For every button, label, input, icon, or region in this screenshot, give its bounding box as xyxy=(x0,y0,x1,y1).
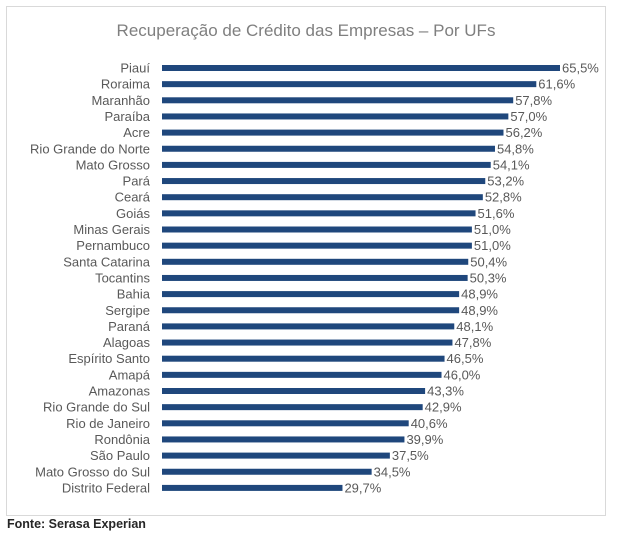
category-label: Acre xyxy=(123,125,150,140)
bar xyxy=(162,242,472,249)
bar xyxy=(162,436,405,443)
category-label: Pará xyxy=(123,174,151,189)
category-label: Roraima xyxy=(101,77,151,92)
bar xyxy=(162,339,453,346)
value-label: 43,3% xyxy=(427,384,464,399)
bar xyxy=(162,210,476,217)
bar xyxy=(162,145,495,152)
category-label: Amazonas xyxy=(89,384,151,399)
category-label: Mato Grosso xyxy=(76,157,150,172)
bar xyxy=(162,178,486,185)
value-label: 50,3% xyxy=(470,270,507,285)
bar xyxy=(162,388,426,394)
category-label: Rio Grande do Norte xyxy=(30,141,150,156)
value-label: 48,1% xyxy=(456,319,493,334)
bar-chart: Piauí 65,5% Roraima 61,6% Maranhão 57,8% Paraí… xyxy=(30,61,599,496)
category-label: Tocantins xyxy=(95,270,150,285)
bar xyxy=(162,194,483,201)
value-label: 29,7% xyxy=(344,480,381,495)
value-label: 61,6% xyxy=(538,77,575,92)
value-label: 50,4% xyxy=(470,254,507,269)
bar xyxy=(162,129,504,136)
bar xyxy=(162,81,537,88)
bar xyxy=(162,226,472,233)
bar xyxy=(162,161,491,168)
bar xyxy=(162,452,390,459)
bar xyxy=(162,468,372,475)
category-label: Maranhão xyxy=(91,93,150,108)
value-label: 51,0% xyxy=(474,238,511,253)
value-label: 34,5% xyxy=(374,464,411,479)
category-label: Minas Gerais xyxy=(73,222,150,237)
category-label: Distrito Federal xyxy=(62,480,150,495)
value-label: 57,0% xyxy=(510,109,547,124)
category-label: Mato Grosso do Sul xyxy=(35,464,150,479)
value-label: 51,6% xyxy=(478,206,515,221)
value-label: 53,2% xyxy=(487,174,524,189)
bar xyxy=(162,371,442,378)
source-note: Fonte: Serasa Experian xyxy=(7,517,146,531)
bar xyxy=(162,307,460,314)
bar xyxy=(162,420,409,427)
bar xyxy=(162,65,560,71)
value-label: 47,8% xyxy=(454,335,491,350)
value-label: 42,9% xyxy=(425,400,462,415)
bar xyxy=(162,274,468,281)
category-label: Pernambuco xyxy=(76,238,150,253)
value-label: 54,8% xyxy=(497,141,534,156)
value-label: 57,8% xyxy=(515,93,552,108)
value-label: 37,5% xyxy=(392,448,429,463)
value-label: 52,8% xyxy=(485,190,522,205)
bar xyxy=(162,97,514,104)
category-label: Bahia xyxy=(117,287,151,302)
value-label: 39,9% xyxy=(406,432,443,447)
category-label: Piauí xyxy=(120,61,150,76)
bar xyxy=(162,355,445,362)
value-label: 56,2% xyxy=(505,125,542,140)
category-label: Santa Catarina xyxy=(63,254,150,269)
value-label: 51,0% xyxy=(474,222,511,237)
bar xyxy=(162,258,469,265)
category-label: Rio Grande do Sul xyxy=(43,400,150,415)
category-label: Espírito Santo xyxy=(68,351,150,366)
chart-frame: Recuperação de Crédito das Empresas – Po… xyxy=(6,6,606,516)
category-label: Paraíba xyxy=(104,109,150,124)
category-label: Amapá xyxy=(109,367,151,382)
category-label: Ceará xyxy=(115,190,151,205)
value-label: 40,6% xyxy=(411,416,448,431)
value-label: 65,5% xyxy=(562,61,599,76)
value-label: 48,9% xyxy=(461,303,498,318)
category-label: São Paulo xyxy=(90,448,150,463)
category-label: Sergipe xyxy=(105,303,150,318)
category-label: Rondônia xyxy=(94,432,150,447)
chart-title: Recuperação de Crédito das Empresas – Po… xyxy=(116,21,496,40)
value-label: 54,1% xyxy=(493,157,530,172)
value-label: 48,9% xyxy=(461,287,498,302)
category-label: Alagoas xyxy=(103,335,150,350)
bar xyxy=(162,323,455,330)
category-label: Goiás xyxy=(116,206,150,221)
category-label: Rio de Janeiro xyxy=(66,416,150,431)
bar xyxy=(162,404,423,411)
bar xyxy=(162,291,460,298)
value-label: 46,0% xyxy=(444,367,481,382)
category-label: Paraná xyxy=(108,319,151,334)
value-label: 46,5% xyxy=(447,351,484,366)
bar xyxy=(162,113,509,120)
bar xyxy=(162,484,343,491)
